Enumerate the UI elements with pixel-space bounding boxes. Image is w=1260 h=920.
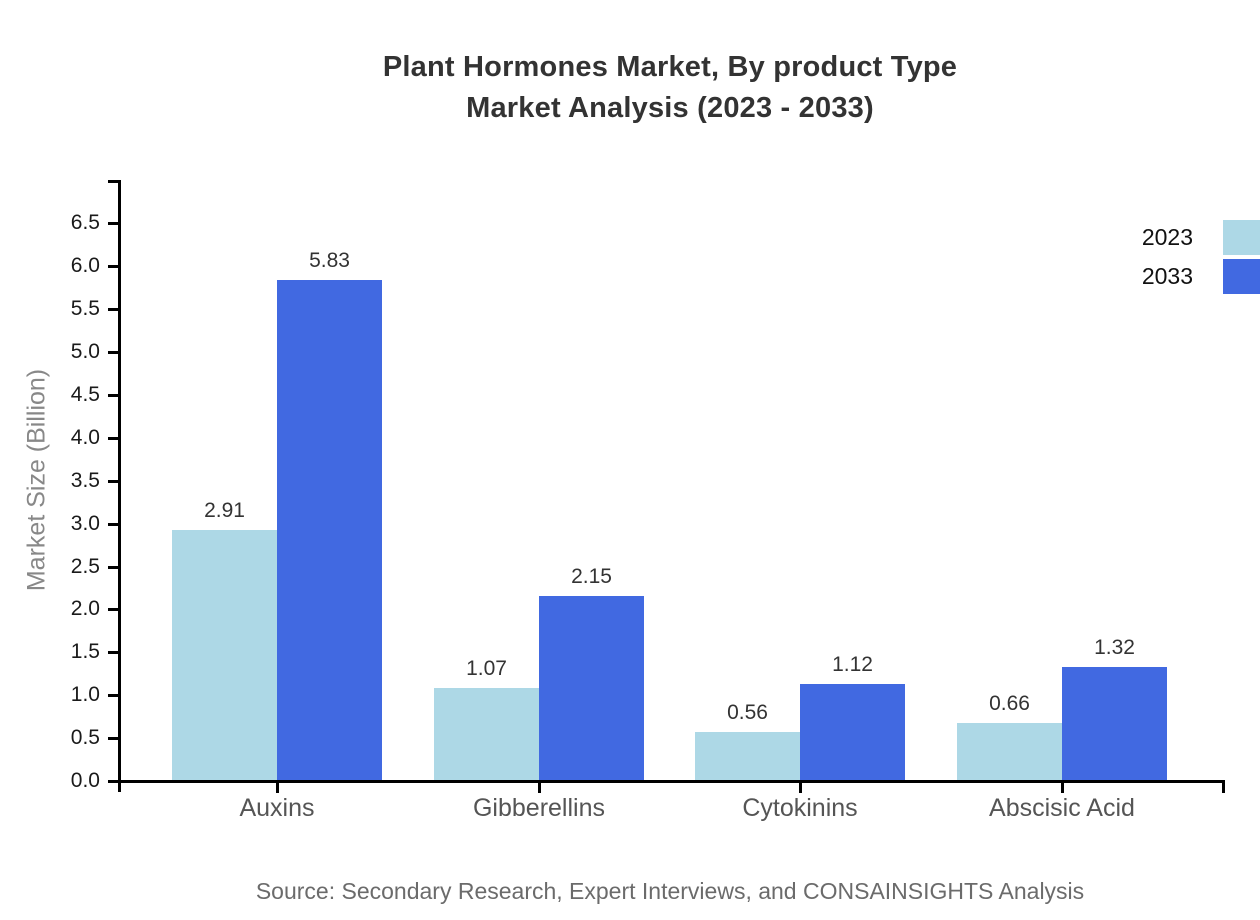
y-tick-label: 6.0 (70, 254, 100, 278)
y-tick-mark (108, 393, 118, 397)
bar-value-label: 5.83 (309, 249, 350, 272)
bar-2033-cytokinins (800, 684, 905, 780)
x-tick-mark (1061, 782, 1064, 793)
y-tick-mark (108, 222, 118, 226)
y-tick-mark (108, 522, 118, 526)
bar-2023-gibberellins (434, 688, 539, 780)
y-tick-label: 5.0 (70, 340, 100, 363)
x-tick-mark (538, 782, 541, 793)
y-tick-label: 1.0 (70, 683, 100, 707)
x-tick-mark (276, 782, 279, 793)
y-axis-top-cap (108, 180, 121, 183)
bar-value-label: 1.12 (832, 653, 873, 676)
x-category-label: Cytokinins (742, 794, 858, 822)
x-axis-end-cap (1222, 780, 1225, 793)
x-category-label: Auxins (239, 794, 315, 822)
bar-value-label: 2.91 (204, 499, 245, 522)
y-tick-label: 0.5 (70, 726, 100, 750)
x-category-label: Abscisic Acid (989, 794, 1135, 822)
bar-2033-gibberellins (539, 596, 644, 780)
y-tick-label: 3.5 (70, 468, 100, 492)
y-tick-label: 1.5 (70, 640, 100, 664)
bar-value-label: 1.32 (1094, 636, 1135, 659)
y-tick-mark (108, 565, 118, 569)
legend-label-2023: 2023 (1141, 224, 1193, 250)
y-tick-label: 5.5 (70, 297, 100, 321)
y-tick-label: 2.5 (70, 554, 100, 578)
y-tick-label: 3.0 (70, 511, 100, 535)
y-tick-mark (108, 351, 118, 354)
y-tick-label: 4.0 (70, 425, 100, 449)
legend-swatch-2033 (1223, 259, 1260, 294)
y-tick-mark (108, 265, 118, 269)
y-tick-mark (108, 694, 118, 698)
bar-2033-abscisic-acid (1062, 667, 1167, 780)
source-note: Source: Secondary Research, Expert Inter… (255, 878, 1085, 904)
x-axis-line (118, 780, 1225, 783)
bar-2023-auxins (172, 530, 277, 780)
bar-value-label: 2.15 (571, 565, 612, 588)
bar-value-label: 0.66 (989, 692, 1030, 715)
bar-value-label: 0.56 (727, 701, 768, 724)
bar-2023-cytokinins (695, 732, 800, 780)
y-tick-label: 0.0 (70, 769, 100, 792)
y-tick-mark (108, 780, 118, 783)
bar-value-label: 1.07 (466, 657, 507, 680)
chart-title-line-2: Market Analysis (2023 - 2033) (466, 92, 874, 124)
x-tick-mark (799, 782, 802, 793)
bar-2033-auxins (277, 280, 382, 780)
y-tick-mark (108, 308, 118, 312)
legend-swatch-2023 (1223, 220, 1260, 255)
y-tick-label: 6.5 (70, 211, 100, 235)
y-tick-mark (108, 737, 118, 741)
bar-2023-abscisic-acid (957, 723, 1062, 780)
x-category-label: Gibberellins (472, 794, 605, 822)
y-tick-mark (108, 651, 118, 655)
chart-title-line-1: Plant Hormones Market, By product Type (382, 51, 958, 83)
y-tick-mark (108, 479, 118, 483)
y-tick-label: 2.0 (70, 597, 100, 621)
y-tick-mark (108, 436, 118, 440)
legend-label-2033: 2033 (1141, 263, 1193, 289)
y-tick-mark (108, 608, 118, 612)
y-axis-line (118, 180, 121, 792)
y-tick-label: 4.5 (70, 382, 100, 406)
